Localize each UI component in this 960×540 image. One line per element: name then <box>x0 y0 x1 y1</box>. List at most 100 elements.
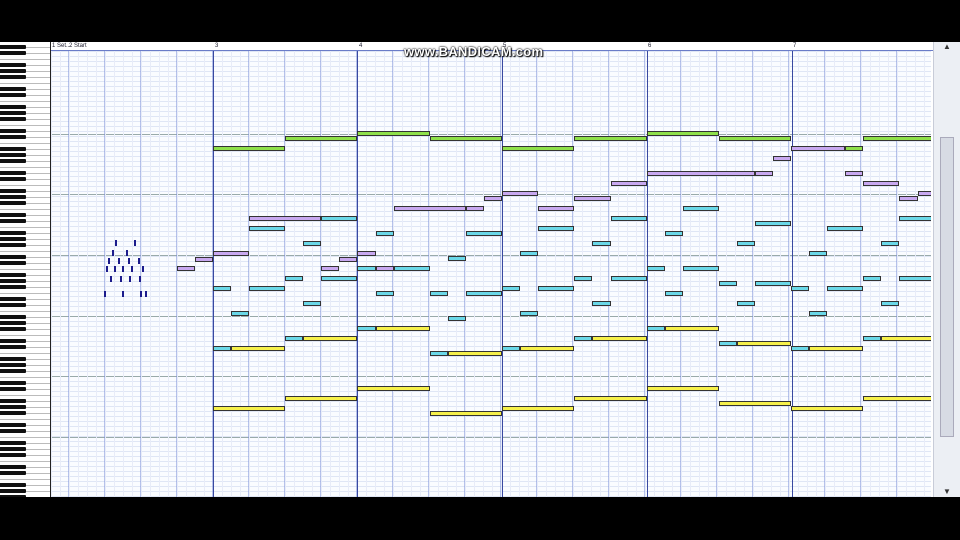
black-key[interactable] <box>0 297 26 301</box>
white-key[interactable] <box>0 222 50 228</box>
black-key[interactable] <box>0 63 26 67</box>
note[interactable] <box>213 286 231 291</box>
note[interactable] <box>755 221 791 226</box>
black-key[interactable] <box>0 177 26 181</box>
note[interactable] <box>863 336 881 341</box>
white-key[interactable] <box>0 78 50 84</box>
black-key[interactable] <box>0 93 26 97</box>
black-key[interactable] <box>0 279 26 283</box>
note[interactable] <box>665 326 719 331</box>
black-key[interactable] <box>0 381 26 385</box>
black-key[interactable] <box>0 345 26 349</box>
measure-number[interactable]: 7 <box>793 43 797 49</box>
note[interactable] <box>592 336 647 341</box>
note[interactable] <box>376 266 394 271</box>
note[interactable] <box>683 266 719 271</box>
note[interactable] <box>394 206 466 211</box>
note[interactable] <box>899 216 931 221</box>
black-key[interactable] <box>0 369 26 373</box>
note[interactable] <box>249 216 321 221</box>
black-key[interactable] <box>0 105 26 109</box>
white-key[interactable] <box>0 288 50 294</box>
note[interactable] <box>321 276 357 281</box>
note[interactable] <box>863 136 931 141</box>
note[interactable] <box>502 346 520 351</box>
measure-number[interactable]: 5 <box>503 43 507 49</box>
note[interactable] <box>213 346 231 351</box>
note[interactable] <box>249 226 285 231</box>
note[interactable] <box>881 241 899 246</box>
note[interactable] <box>376 231 394 236</box>
note[interactable] <box>791 406 863 411</box>
note[interactable] <box>285 396 357 401</box>
white-key[interactable] <box>0 372 50 378</box>
white-key[interactable] <box>0 474 50 480</box>
white-key[interactable] <box>0 306 50 312</box>
note[interactable] <box>538 206 574 211</box>
chevron-down-icon[interactable]: ▼ <box>943 487 951 496</box>
note[interactable] <box>357 251 376 256</box>
note[interactable] <box>466 231 502 236</box>
note[interactable] <box>719 136 791 141</box>
black-key[interactable] <box>0 237 26 241</box>
note[interactable] <box>303 336 357 341</box>
black-key[interactable] <box>0 357 26 361</box>
black-key[interactable] <box>0 195 26 199</box>
black-key[interactable] <box>0 441 26 445</box>
note[interactable] <box>827 226 863 231</box>
note[interactable] <box>394 266 430 271</box>
black-key[interactable] <box>0 327 26 331</box>
black-key[interactable] <box>0 87 26 91</box>
black-key[interactable] <box>0 399 26 403</box>
black-key[interactable] <box>0 135 26 139</box>
chevron-up-icon[interactable]: ▲ <box>943 42 951 51</box>
note[interactable] <box>719 341 737 346</box>
note[interactable] <box>918 191 931 196</box>
note[interactable] <box>520 311 538 316</box>
note[interactable] <box>448 351 502 356</box>
note[interactable] <box>863 181 899 186</box>
note[interactable] <box>881 301 899 306</box>
note[interactable] <box>376 326 430 331</box>
note[interactable] <box>448 316 466 321</box>
note[interactable] <box>574 396 647 401</box>
note[interactable] <box>863 276 881 281</box>
note[interactable] <box>845 146 863 151</box>
note[interactable] <box>574 276 592 281</box>
scroll-thumb[interactable] <box>940 137 954 437</box>
note[interactable] <box>285 276 303 281</box>
note[interactable] <box>249 286 285 291</box>
black-key[interactable] <box>0 411 26 415</box>
white-key[interactable] <box>0 264 50 270</box>
note[interactable] <box>357 326 376 331</box>
note[interactable] <box>809 251 827 256</box>
black-key[interactable] <box>0 159 26 163</box>
note[interactable] <box>737 301 755 306</box>
note[interactable] <box>611 276 647 281</box>
note[interactable] <box>755 171 773 176</box>
note[interactable] <box>231 311 249 316</box>
measure-number[interactable]: 6 <box>648 43 652 49</box>
note[interactable] <box>647 171 755 176</box>
black-key[interactable] <box>0 429 26 433</box>
note[interactable] <box>502 146 574 151</box>
note[interactable] <box>321 266 339 271</box>
note[interactable] <box>574 336 592 341</box>
white-key[interactable] <box>0 204 50 210</box>
note[interactable] <box>881 336 931 341</box>
white-key[interactable] <box>0 162 50 168</box>
note[interactable] <box>647 326 665 331</box>
black-key[interactable] <box>0 147 26 151</box>
black-key[interactable] <box>0 75 26 79</box>
black-key[interactable] <box>0 447 26 451</box>
white-key[interactable] <box>0 54 50 60</box>
note-grid[interactable] <box>51 51 931 497</box>
measure-number[interactable]: 3 <box>215 43 219 49</box>
note[interactable] <box>611 216 647 221</box>
note[interactable] <box>773 156 791 161</box>
note[interactable] <box>430 291 448 296</box>
note[interactable] <box>430 351 448 356</box>
note[interactable] <box>899 276 931 281</box>
note[interactable] <box>899 196 918 201</box>
black-key[interactable] <box>0 315 26 319</box>
